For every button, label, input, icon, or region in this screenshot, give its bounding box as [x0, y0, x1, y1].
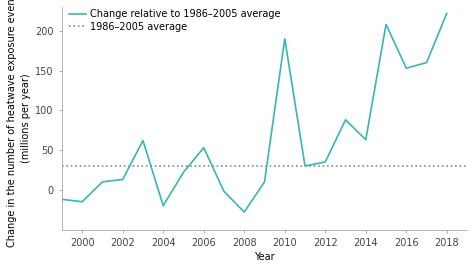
Change relative to 1986–2005 average [403, 66, 409, 70]
Change relative to 1986–2005 average [59, 198, 65, 201]
Change relative to 1986–2005 average [221, 190, 227, 193]
Change relative to 1986–2005 average [424, 61, 429, 64]
Legend: Change relative to 1986–2005 average, 1986–2005 average: Change relative to 1986–2005 average, 19… [67, 7, 283, 34]
Change relative to 1986–2005 average [262, 180, 267, 183]
Line: Change relative to 1986–2005 average: Change relative to 1986–2005 average [62, 13, 447, 212]
Change relative to 1986–2005 average [322, 160, 328, 164]
Change relative to 1986–2005 average [160, 204, 166, 207]
Change relative to 1986–2005 average [120, 178, 126, 181]
Y-axis label: Change in the number of heatwave exposure events
(millions per year): Change in the number of heatwave exposur… [7, 0, 31, 247]
Change relative to 1986–2005 average [181, 171, 186, 174]
Change relative to 1986–2005 average [282, 37, 288, 40]
Change relative to 1986–2005 average [140, 139, 146, 142]
Change relative to 1986–2005 average [241, 210, 247, 214]
Change relative to 1986–2005 average [444, 12, 450, 15]
Change relative to 1986–2005 average [383, 23, 389, 26]
Change relative to 1986–2005 average [79, 200, 85, 203]
Change relative to 1986–2005 average [302, 164, 308, 168]
X-axis label: Year: Year [254, 252, 275, 262]
Change relative to 1986–2005 average [201, 146, 207, 149]
Change relative to 1986–2005 average [363, 138, 369, 141]
Change relative to 1986–2005 average [343, 118, 348, 122]
Change relative to 1986–2005 average [100, 180, 105, 183]
